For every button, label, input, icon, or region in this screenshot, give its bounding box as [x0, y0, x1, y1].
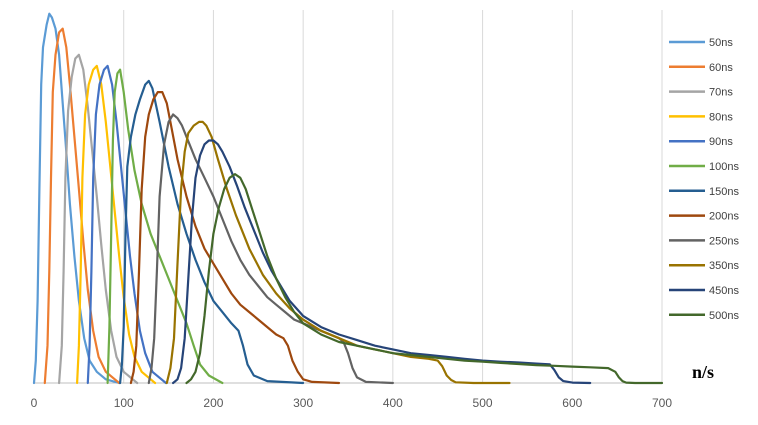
legend-label: 70ns — [709, 87, 733, 99]
x-tick-label: 400 — [383, 396, 403, 410]
x-tick-label: 0 — [31, 396, 38, 410]
series-line-450ns — [172, 139, 592, 385]
legend-label: 200ns — [709, 211, 739, 223]
series-line-60ns — [43, 27, 121, 385]
x-axis: 0 100 200 300 400 500 600 700 — [31, 382, 672, 410]
gridlines — [123, 10, 663, 383]
series-line-350ns — [165, 120, 511, 385]
x-tick-label: 200 — [203, 396, 223, 410]
series-line-200ns — [129, 90, 341, 385]
series-line-100ns — [106, 68, 224, 385]
x-tick-label: 300 — [293, 396, 313, 410]
legend-label: 100ns — [709, 161, 739, 173]
series-line-80ns — [75, 64, 157, 385]
legend: 50ns 60ns 70ns 80ns 90ns 100ns 150ns 200ns 250ns… — [669, 37, 739, 322]
legend-label: 350ns — [709, 260, 739, 272]
x-tick-label: 100 — [114, 396, 134, 410]
legend-label: 50ns — [709, 37, 733, 49]
legend-label: 150ns — [709, 186, 739, 198]
legend-label: 500ns — [709, 310, 739, 322]
legend-label: 450ns — [709, 285, 739, 297]
series-line-70ns — [57, 53, 139, 385]
legend-label: 80ns — [709, 111, 733, 123]
series-line-50ns — [32, 12, 121, 385]
legend-label: 90ns — [709, 136, 733, 148]
legend-label: 60ns — [709, 62, 733, 74]
legend-label: 250ns — [709, 235, 739, 247]
x-tick-label: 500 — [473, 396, 493, 410]
x-axis-title: n/s — [692, 362, 714, 382]
series-line-150ns — [118, 79, 305, 385]
x-tick-label: 600 — [562, 396, 582, 410]
series-lines — [32, 12, 664, 385]
x-tick-label: 700 — [652, 396, 672, 410]
series-line-500ns — [185, 173, 664, 385]
